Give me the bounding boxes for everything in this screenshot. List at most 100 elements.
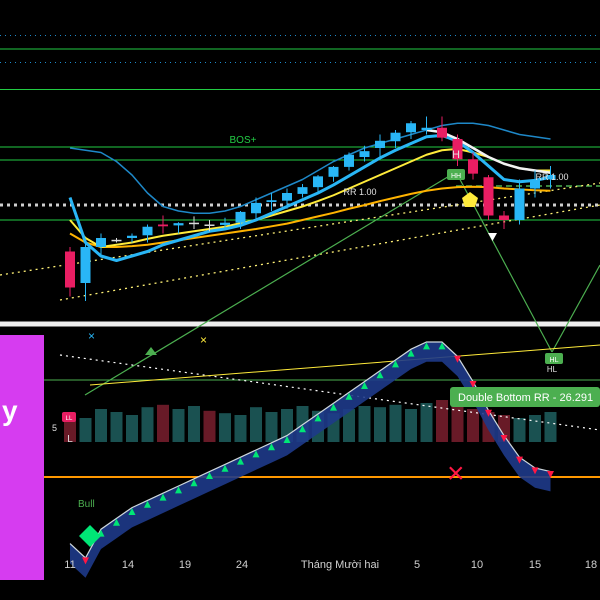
oscillator-up-marker [113,518,120,526]
candle-body [96,238,106,247]
candle-body [204,224,215,226]
volume-bar [436,400,448,442]
candle-body [483,177,494,216]
volume-bar [343,409,355,442]
candle-body [127,235,137,238]
star-marker [462,192,478,207]
left-value-label: 5 [52,423,57,433]
ll-label: LL [66,416,73,422]
dotted-trendline-upper [0,182,600,276]
oscillator-up-marker [221,464,229,472]
volume-bar [219,413,231,442]
candle-body [545,175,556,180]
candle [359,145,370,162]
candle-body [530,179,540,189]
candle [297,184,308,198]
volume-bar [126,415,138,442]
volume-bar [172,409,185,442]
volume-bar [405,409,417,442]
oscillator-signal-line [69,341,551,559]
hh-label: HH [451,173,461,180]
candle-body [158,224,168,227]
candle-body [499,215,509,220]
oscillator-down-marker [516,456,523,464]
oscillator-up-marker [299,425,306,433]
candle [421,116,432,135]
x-tick-label: 10 [471,559,483,571]
side-panel-glyph: y [2,395,18,426]
candle [514,179,525,225]
candle [142,224,153,243]
volume-bar [358,406,371,442]
volume-bar [95,409,107,442]
candle [158,215,168,234]
candle [173,222,184,234]
candle [80,242,91,301]
volume-bar [141,407,154,442]
candle [127,233,137,243]
candle [266,193,277,211]
candle [545,166,556,189]
oscillator-cross-marker: × [447,457,465,490]
candle [483,175,494,220]
rr-right-label: RR 1.00 [535,172,568,182]
green-trendline-rebound [551,264,600,353]
oscillator-up-marker [159,493,167,501]
volume-bar [157,404,169,442]
hl-under-label: HL [547,365,558,374]
candle-body [328,166,339,177]
candle-body [282,193,292,201]
l-label: L [67,434,73,445]
bull-label: Bull [78,499,95,510]
candle [437,116,447,142]
candle [468,152,478,180]
volume-bar [467,409,479,442]
upper-band-line [69,122,551,214]
candle-body [251,202,261,214]
candle-body [359,151,370,157]
oscillator-up-marker [268,443,275,451]
oscillator-up-marker [252,450,260,458]
double-bottom-label: Double Bottom RR - 26.291 [458,392,593,404]
x-tick-label: Tháng Mười hai [301,559,379,571]
candle [313,175,323,193]
fast-ema-line [68,133,551,262]
candle [189,216,199,229]
candle [251,197,261,220]
x-tick-label: 15 [529,559,541,571]
candle [220,217,230,229]
candle-body [173,223,184,226]
volume-bar [544,412,557,442]
oscillator-up-marker [190,479,198,487]
h-label: H [452,149,460,161]
oscillator-up-marker [423,342,430,350]
oscillator-up-marker [237,457,244,465]
oscillator-up-marker [144,500,151,508]
volume-bar [250,407,262,442]
oscillator-up-marker [314,414,322,422]
volume-bar [420,403,433,442]
candle [235,211,246,229]
candle-body [65,251,75,288]
hl-label: HL [550,357,559,364]
dotted-trendline-lower [59,204,600,301]
oscillator-up-marker [392,360,399,368]
volume-bar [513,418,526,442]
oscillator-down-marker [500,435,508,442]
x-tick-label: 24 [236,559,248,571]
hl-badge: HL [545,353,563,364]
oscillator-up-marker [376,371,384,379]
oscillator-up-marker [206,472,213,479]
candle-body [189,222,199,225]
candle-body [111,239,122,242]
oscillator-down-marker [82,557,89,565]
candle [96,233,106,256]
candle [452,134,463,166]
oscillator-up-marker [438,342,446,350]
candle-body [235,211,246,223]
candle-body [452,139,463,160]
cross-marker: × [200,333,207,347]
candle [375,134,385,157]
